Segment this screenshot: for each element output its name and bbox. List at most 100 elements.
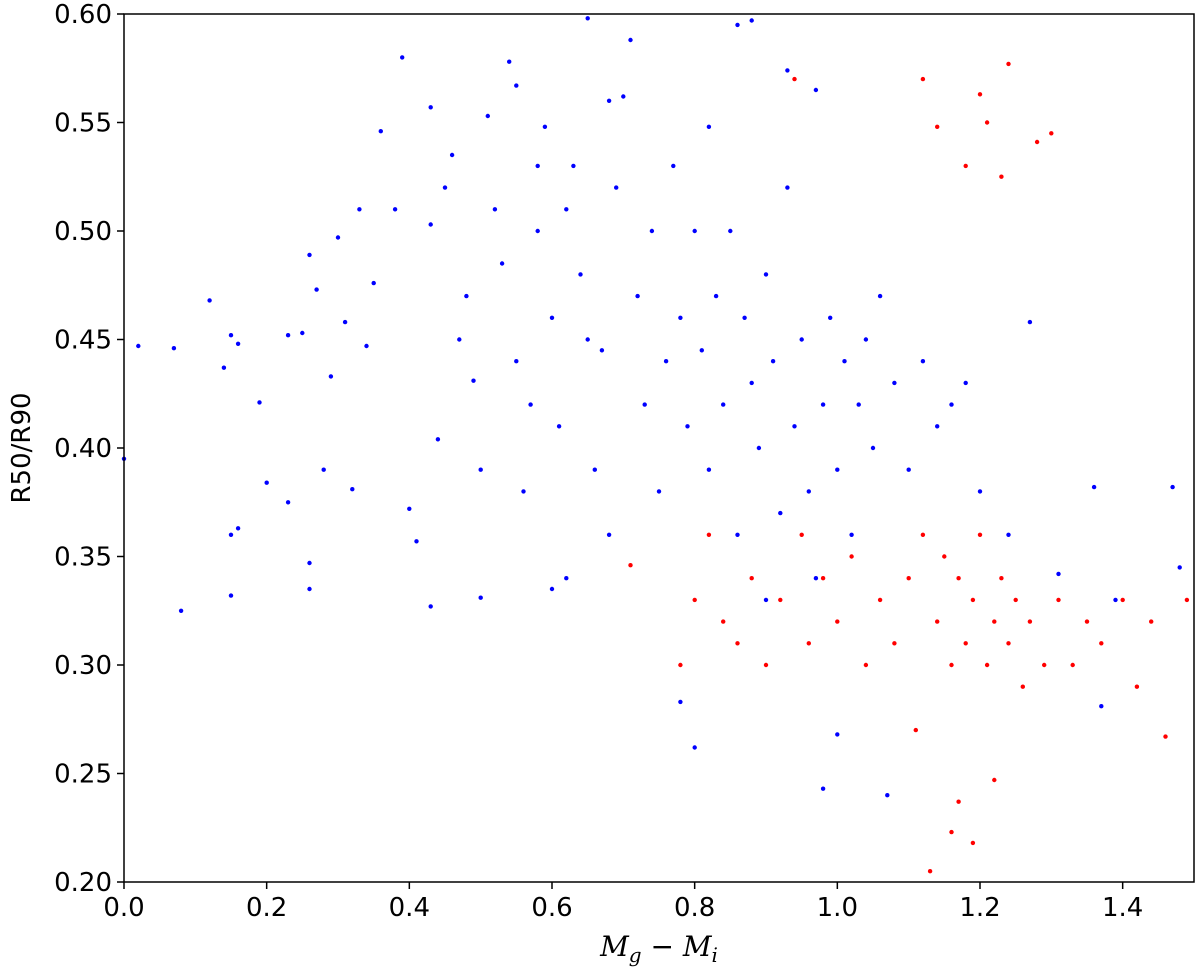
data-point	[1013, 597, 1018, 603]
data-point	[877, 597, 883, 603]
data-point	[564, 576, 569, 581]
data-point	[870, 445, 876, 451]
data-point	[721, 402, 726, 407]
data-point	[400, 55, 405, 60]
data-point	[471, 378, 476, 383]
data-point	[342, 319, 348, 325]
data-point	[307, 252, 312, 258]
data-point	[428, 604, 433, 609]
data-point	[770, 359, 776, 364]
data-point	[984, 120, 990, 125]
data-point	[521, 489, 526, 494]
data-point	[628, 37, 633, 43]
data-point	[642, 402, 647, 407]
data-point	[699, 348, 704, 353]
data-point	[1084, 619, 1090, 624]
data-point	[1027, 619, 1033, 624]
data-point	[999, 576, 1004, 581]
data-point	[763, 662, 769, 668]
data-point	[478, 467, 483, 472]
data-point	[235, 341, 241, 346]
data-point	[556, 424, 562, 429]
x-tick-label: 1.0	[817, 893, 858, 923]
y-tick-label: 0.50	[54, 217, 112, 247]
data-point	[228, 593, 234, 598]
data-point	[514, 359, 519, 364]
data-point	[307, 586, 312, 592]
data-point	[906, 576, 911, 581]
data-point	[428, 222, 433, 227]
data-point	[813, 576, 819, 581]
data-point	[414, 539, 419, 544]
data-point	[920, 532, 926, 537]
data-point	[1056, 597, 1061, 603]
data-point	[606, 532, 612, 537]
points-layer	[121, 16, 1190, 874]
data-point	[392, 207, 398, 212]
data-point	[992, 619, 997, 624]
data-point	[321, 467, 326, 472]
data-point	[992, 777, 997, 783]
data-point	[692, 745, 697, 750]
data-point	[1177, 565, 1182, 570]
data-point	[1170, 484, 1175, 490]
data-point	[820, 786, 826, 791]
data-point	[977, 92, 983, 97]
y-tick-label: 0.20	[54, 868, 112, 898]
x-axis-label-sub-1: g	[629, 943, 642, 967]
data-point	[449, 152, 455, 158]
data-point	[949, 829, 954, 835]
data-point	[1149, 619, 1154, 624]
data-point	[649, 228, 655, 234]
data-point	[478, 595, 483, 600]
data-point	[749, 576, 754, 581]
data-point	[920, 76, 926, 82]
data-point	[1099, 641, 1104, 646]
data-point	[1027, 319, 1033, 325]
data-point	[614, 185, 619, 190]
data-point	[678, 315, 683, 320]
data-point	[785, 185, 790, 190]
data-point	[285, 333, 291, 338]
data-point	[1034, 139, 1040, 145]
data-point	[792, 424, 797, 429]
data-point	[678, 662, 683, 668]
data-point	[763, 597, 769, 603]
data-point	[728, 228, 733, 234]
data-point	[721, 619, 726, 624]
x-tick-label: 0.4	[389, 893, 430, 923]
data-point	[407, 506, 412, 511]
data-point	[571, 163, 576, 169]
data-point	[820, 576, 826, 581]
data-point	[628, 563, 633, 568]
data-point	[207, 298, 212, 303]
data-point	[692, 228, 697, 234]
data-point	[364, 343, 369, 349]
data-point	[592, 467, 597, 472]
data-point	[749, 380, 754, 386]
data-point	[264, 480, 269, 485]
data-point	[735, 641, 740, 646]
data-point	[778, 510, 783, 516]
data-point	[799, 532, 804, 537]
data-point	[970, 597, 976, 603]
data-point	[949, 402, 954, 407]
data-point	[835, 467, 840, 472]
series-2	[628, 61, 1190, 874]
data-point	[621, 94, 626, 99]
data-point	[464, 293, 469, 299]
data-point	[1163, 734, 1168, 739]
data-point	[428, 105, 433, 110]
data-point	[535, 228, 540, 234]
data-point	[749, 18, 754, 23]
data-point	[585, 16, 590, 21]
data-point	[984, 662, 990, 668]
data-point	[756, 445, 762, 451]
data-point	[549, 586, 555, 592]
data-point	[171, 346, 177, 351]
series-1	[121, 16, 1182, 798]
data-point	[1070, 662, 1075, 668]
data-point	[977, 489, 983, 494]
data-point	[706, 124, 712, 129]
data-point	[492, 207, 498, 212]
